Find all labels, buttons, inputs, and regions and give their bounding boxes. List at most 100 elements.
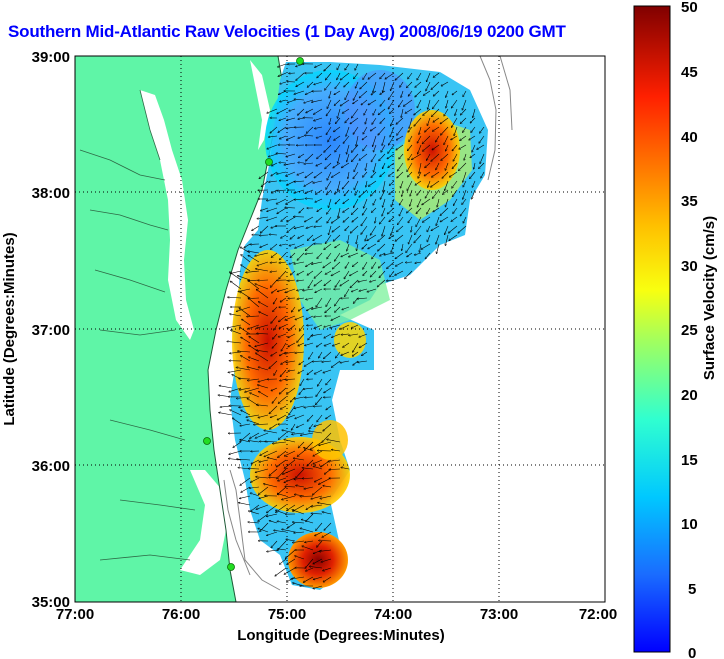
- velocity-arrow: [325, 162, 332, 169]
- velocity-arrow: [281, 360, 287, 364]
- velocity-arrow: [362, 243, 368, 249]
- velocity-arrow: [258, 528, 269, 533]
- velocity-arrow: [335, 297, 341, 306]
- colorbar-tick-label: 20: [681, 387, 698, 404]
- velocity-arrow: [454, 126, 458, 136]
- velocity-arrow: [278, 63, 287, 67]
- velocity-arrow: [297, 333, 305, 342]
- velocity-arrow: [412, 153, 422, 160]
- velocity-arrow: [297, 270, 305, 275]
- velocity-arrow: [401, 108, 404, 117]
- x-axis-title: Longitude (Degrees:Minutes): [237, 627, 445, 644]
- velocity-arrow: [320, 495, 332, 499]
- velocity-arrow: [352, 144, 359, 152]
- velocity-arrow: [364, 108, 368, 115]
- velocity-arrow: [288, 522, 296, 528]
- velocity-arrow: [315, 477, 323, 482]
- velocity-arrow: [286, 360, 296, 362]
- velocity-arrow: [423, 108, 431, 115]
- velocity-arrow: [277, 190, 287, 191]
- velocity-arrow: [239, 503, 251, 506]
- velocity-arrow: [445, 180, 449, 190]
- velocity-arrow: [343, 342, 350, 347]
- velocity-arrow: [383, 180, 386, 192]
- velocity-arrow: [395, 234, 404, 241]
- velocity-arrow: [251, 459, 260, 464]
- x-tick-label: 77:00: [56, 606, 94, 623]
- velocity-arrow: [334, 99, 341, 105]
- velocity-arrow: [326, 108, 332, 116]
- velocity-arrow: [463, 90, 467, 97]
- velocity-arrow: [452, 189, 458, 197]
- velocity-arrow: [335, 279, 341, 287]
- velocity-arrow: [273, 297, 278, 304]
- velocity-arrow: [313, 486, 323, 495]
- velocity-arrow: [313, 585, 323, 589]
- velocity-arrow: [444, 135, 449, 145]
- velocity-arrow: [279, 432, 287, 439]
- velocity-arrow: [371, 153, 377, 162]
- velocity-arrow: [305, 342, 314, 346]
- velocity-arrow: [329, 225, 332, 235]
- velocity-arrow: [387, 153, 395, 159]
- velocity-arrow: [269, 181, 278, 182]
- velocity-arrow: [337, 72, 341, 80]
- velocity-arrow: [355, 189, 359, 195]
- velocity-arrow: [352, 216, 359, 222]
- velocity-arrow: [450, 171, 458, 177]
- velocity-arrow: [395, 72, 404, 80]
- velocity-arrow: [449, 225, 458, 233]
- velocity-arrow: [317, 342, 323, 347]
- velocity-arrow: [245, 387, 260, 392]
- velocity-arrow: [359, 90, 368, 98]
- velocity-arrow: [460, 135, 467, 141]
- velocity-arrow: [318, 503, 332, 506]
- velocity-arrow: [314, 423, 323, 426]
- velocity-arrow: [297, 280, 305, 281]
- velocity-arrow: [352, 324, 359, 328]
- velocity-arrow: [410, 198, 413, 206]
- velocity-arrow: [446, 90, 449, 97]
- colorbar-tick-label: 10: [681, 516, 698, 533]
- velocity-arrow: [285, 315, 296, 320]
- velocity-arrow: [269, 136, 278, 137]
- velocity-arrow: [258, 385, 269, 389]
- velocity-arrow: [408, 144, 413, 151]
- velocity-arrow: [333, 261, 341, 269]
- velocity-arrow: [419, 162, 422, 173]
- velocity-arrow: [271, 252, 278, 257]
- x-tick-label: 75:00: [268, 606, 306, 623]
- velocity-arrow: [407, 162, 413, 172]
- velocity-arrow: [273, 333, 278, 339]
- velocity-arrow: [247, 367, 260, 371]
- velocity-arrow: [350, 270, 359, 276]
- velocity-arrow: [445, 162, 449, 170]
- velocity-arrow: [436, 162, 440, 170]
- velocity-arrow: [379, 261, 386, 268]
- velocity-arrow: [396, 261, 404, 266]
- velocity-arrow: [305, 189, 314, 193]
- velocity-arrow: [359, 288, 368, 291]
- velocity-arrow: [350, 117, 359, 124]
- velocity-arrow: [404, 99, 413, 106]
- velocity-arrow: [272, 162, 278, 166]
- velocity-arrow: [273, 306, 278, 312]
- velocity-arrow: [431, 180, 440, 187]
- velocity-arrow: [459, 162, 467, 171]
- velocity-arrow: [306, 153, 314, 161]
- velocity-arrow: [445, 225, 449, 235]
- velocity-arrow: [408, 90, 413, 96]
- velocity-arrow: [281, 216, 287, 221]
- high-velocity-offshore: [404, 110, 460, 190]
- velocity-arrow: [278, 477, 287, 481]
- velocity-arrow: [255, 284, 269, 290]
- velocity-arrow: [269, 468, 278, 476]
- velocity-arrow: [318, 378, 323, 386]
- map-title: Southern Mid-Atlantic Raw Velocities (1 …: [8, 22, 566, 41]
- velocity-arrow: [380, 117, 386, 123]
- velocity-arrow: [352, 153, 359, 162]
- velocity-arrow: [267, 216, 278, 221]
- velocity-arrow: [299, 360, 305, 365]
- velocity-arrow: [267, 144, 278, 149]
- velocity-arrow: [474, 162, 476, 169]
